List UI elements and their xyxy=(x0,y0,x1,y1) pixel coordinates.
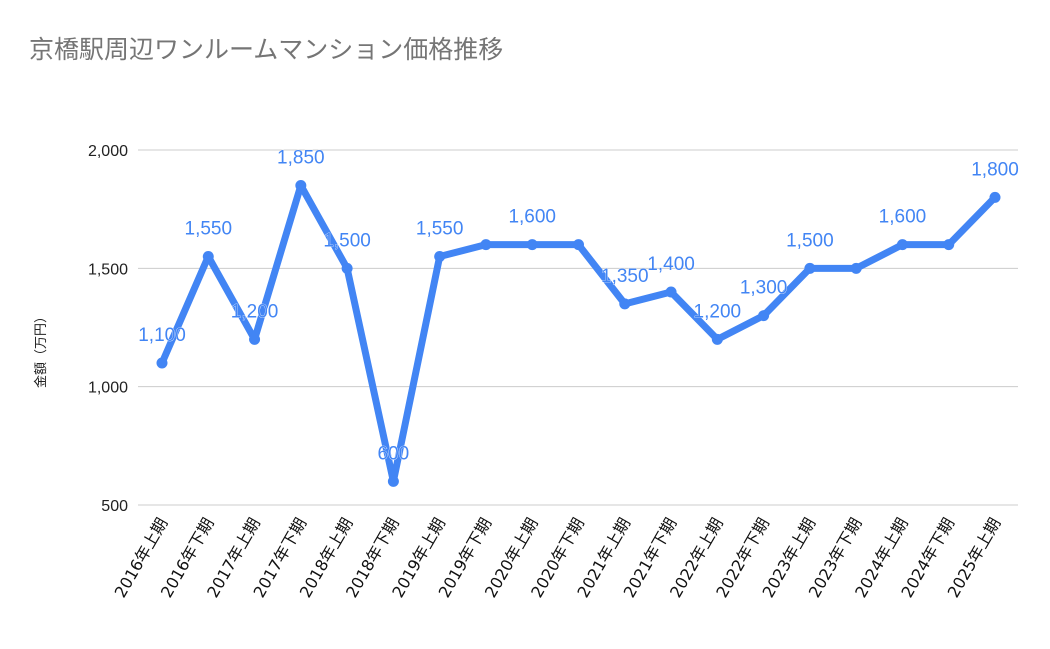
data-point[interactable] xyxy=(758,310,770,322)
data-label: 1,550 xyxy=(185,219,233,240)
data-point[interactable] xyxy=(989,191,1001,203)
data-labels: 1,100 1,550 1,200 1,850 1,500 600 1,550 1,600 1,… xyxy=(138,147,1019,464)
data-series xyxy=(156,180,1001,487)
data-label: 1,100 xyxy=(138,325,186,346)
data-point[interactable] xyxy=(202,251,214,262)
data-label: 1,500 xyxy=(323,230,371,251)
data-point[interactable] xyxy=(619,298,631,310)
data-label: 1,600 xyxy=(879,207,927,228)
data-point[interactable] xyxy=(249,333,261,345)
data-label: 1,800 xyxy=(971,159,1019,180)
data-point[interactable] xyxy=(480,239,492,251)
data-label: 1,200 xyxy=(231,301,279,322)
gridlines xyxy=(138,149,1018,506)
y-tick-label: 1,000 xyxy=(88,380,128,397)
data-point[interactable] xyxy=(804,262,816,274)
data-point[interactable] xyxy=(526,239,538,251)
price-line xyxy=(158,182,999,485)
data-label: 1,850 xyxy=(277,148,325,169)
data-point[interactable] xyxy=(665,286,677,298)
data-point[interactable] xyxy=(387,475,399,487)
data-label: 1,300 xyxy=(740,278,788,299)
data-point[interactable] xyxy=(295,180,307,191)
data-point[interactable] xyxy=(850,262,862,274)
chart-title: 京橋駅周辺ワンルームマンション価格推移 xyxy=(29,35,504,64)
data-label: 1,400 xyxy=(647,254,695,275)
y-tick-label: 2,000 xyxy=(88,143,128,160)
y-tick-label: 500 xyxy=(101,498,128,515)
data-label: 1,550 xyxy=(416,219,464,240)
data-point[interactable] xyxy=(711,333,723,345)
x-axis-ticks: 2016年上期2016年下期2017年上期2017年下期2018年上期2018年… xyxy=(111,514,1005,600)
y-axis-ticks: 2,000 1,500 1,000 500 xyxy=(88,143,128,515)
y-tick-label: 1,500 xyxy=(88,261,128,278)
data-point[interactable] xyxy=(156,357,168,369)
data-point[interactable] xyxy=(341,262,353,274)
data-point[interactable] xyxy=(943,239,955,251)
data-label: 1,200 xyxy=(694,301,742,322)
data-point[interactable] xyxy=(434,251,446,262)
data-label: 1,600 xyxy=(508,207,556,228)
data-label: 1,500 xyxy=(786,230,834,251)
data-label: 600 xyxy=(378,443,410,464)
data-point[interactable] xyxy=(896,239,908,251)
data-point[interactable] xyxy=(573,239,584,251)
data-label: 1,350 xyxy=(601,266,649,287)
